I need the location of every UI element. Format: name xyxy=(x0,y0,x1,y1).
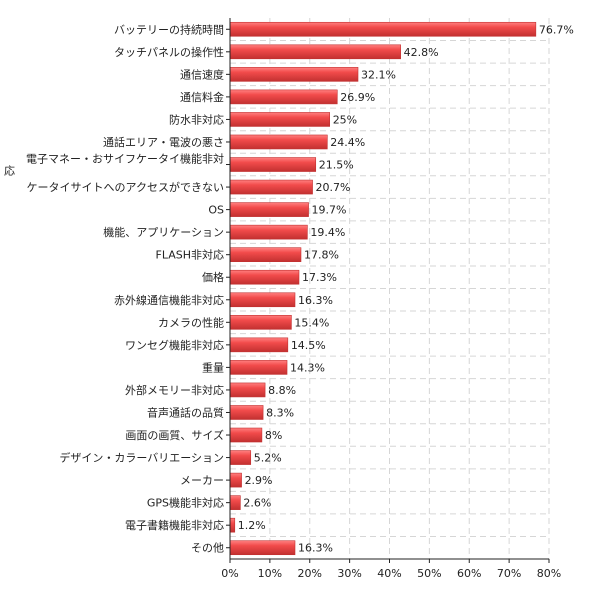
category-label: 価格 xyxy=(202,270,224,284)
value-label: 14.3% xyxy=(290,361,325,374)
value-label: 8% xyxy=(265,429,282,442)
category-label: 機能、アプリケーション xyxy=(103,225,224,239)
category-label: OS xyxy=(208,204,224,217)
bar xyxy=(229,89,338,105)
value-labels: 76.7% 42.8% 32.1% 26.9% 25% 24.4% 21.5% 20.7% 19… xyxy=(238,23,574,554)
value-label: 21.5% xyxy=(319,159,354,172)
category-label: FLASH非対応 xyxy=(156,248,225,262)
x-tick-label: 10% xyxy=(258,567,282,580)
category-label: 重量 xyxy=(202,360,224,374)
value-label: 14.5% xyxy=(291,339,326,352)
category-label: 防水非対応 xyxy=(169,112,224,126)
value-label: 2.9% xyxy=(245,474,273,487)
bar xyxy=(229,112,330,127)
bar xyxy=(229,360,288,375)
x-tick-label: 0% xyxy=(221,567,238,580)
value-label: 17.3% xyxy=(302,271,337,284)
value-label: 17.8% xyxy=(304,249,339,262)
value-label: 19.7% xyxy=(312,204,347,217)
bar xyxy=(229,405,264,420)
x-tick-label: 40% xyxy=(377,567,401,580)
bar xyxy=(229,540,296,556)
grid-lines xyxy=(230,18,550,559)
category-label: 電子マネー・おサイフケータイ機能非対応 xyxy=(4,152,224,178)
value-label: 76.7% xyxy=(539,23,574,36)
bars xyxy=(229,21,537,556)
value-label: 8.8% xyxy=(268,384,296,397)
bar xyxy=(229,292,296,308)
value-label: 15.4% xyxy=(294,316,329,329)
category-label: タッチパネルの操作性 xyxy=(114,45,224,59)
x-tick-label: 20% xyxy=(298,567,322,580)
bar xyxy=(229,495,241,510)
bar xyxy=(229,472,242,488)
value-label: 1.2% xyxy=(238,519,266,532)
bar xyxy=(229,247,302,262)
value-label: 8.3% xyxy=(266,406,294,419)
bar xyxy=(229,224,308,240)
category-label: 赤外線通信機能非対応 xyxy=(114,293,224,307)
x-axis-ticks: 0% 10% 20% 30% 40% 50% 60% 70% 80% xyxy=(221,559,561,580)
bar xyxy=(229,337,289,353)
bar xyxy=(229,315,292,330)
bar xyxy=(229,202,309,217)
x-tick-label: 30% xyxy=(337,567,361,580)
category-label: 電子書籍機能非対応 xyxy=(125,518,224,532)
category-label: 通話エリア・電波の悪さ xyxy=(103,135,224,149)
category-label: 通信速度 xyxy=(180,67,224,81)
value-label: 26.9% xyxy=(340,91,375,104)
value-label: 19.4% xyxy=(310,226,345,239)
value-label: 16.3% xyxy=(298,542,333,555)
category-label: GPS機能非対応 xyxy=(147,496,224,510)
value-label: 42.8% xyxy=(404,46,439,59)
category-label: 画面の画質、サイズ xyxy=(125,428,224,442)
category-label: 音声通話の品質 xyxy=(147,405,224,419)
bar xyxy=(229,67,359,82)
bar xyxy=(229,382,266,398)
value-label: 32.1% xyxy=(361,68,396,81)
category-label: 通信料金 xyxy=(180,90,224,104)
bar xyxy=(229,269,300,285)
category-label: デザイン・カラーバリエーション xyxy=(59,451,224,465)
bar xyxy=(229,134,328,150)
bar xyxy=(229,179,313,195)
x-tick-label: 80% xyxy=(537,567,561,580)
category-label: ケータイサイトへのアクセスができない xyxy=(27,180,224,194)
category-label: 外部メモリー非対応 xyxy=(125,383,224,397)
value-label: 2.6% xyxy=(243,497,271,510)
category-label: バッテリーの持続時間 xyxy=(114,22,224,36)
bar xyxy=(229,21,537,37)
category-label: メーカー xyxy=(180,474,224,487)
category-labels: バッテリーの持続時間タッチパネルの操作性通信速度通信料金防水非対応通話エリア・電… xyxy=(4,22,230,555)
bar xyxy=(229,157,317,172)
bar xyxy=(229,44,401,60)
value-label: 5.2% xyxy=(254,452,282,465)
bar xyxy=(229,450,252,465)
value-label: 24.4% xyxy=(330,136,365,149)
category-label: その他 xyxy=(191,542,224,555)
x-tick-label: 70% xyxy=(497,567,521,580)
value-label: 20.7% xyxy=(316,181,351,194)
category-label: カメラの性能 xyxy=(158,315,224,329)
bar xyxy=(229,517,236,533)
category-label: ワンセグ機能非対応 xyxy=(125,338,224,352)
value-label: 16.3% xyxy=(298,294,333,307)
x-tick-label: 50% xyxy=(417,567,441,580)
value-label: 25% xyxy=(333,113,357,126)
x-tick-label: 60% xyxy=(457,567,481,580)
bar xyxy=(229,427,263,443)
